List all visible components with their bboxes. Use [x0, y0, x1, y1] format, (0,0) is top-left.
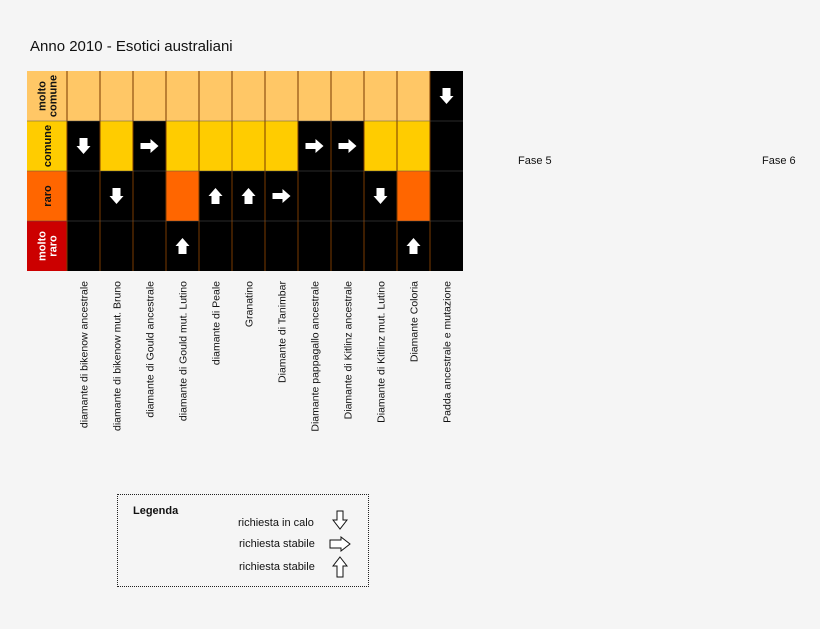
phase-6-label: Fase 6 [762, 155, 796, 167]
arrow-down-icon [439, 88, 454, 104]
data-cell [133, 171, 166, 221]
category-label: diamante di bikenow ancestrale [79, 281, 91, 428]
category-label: Granatino [244, 281, 256, 327]
data-cell [67, 221, 100, 271]
data-cell [331, 171, 364, 221]
data-cell [298, 171, 331, 221]
row-label: moltocomune [37, 75, 60, 117]
data-cell [430, 171, 463, 221]
data-cell [133, 221, 166, 271]
category-label: diamante di bikenow mut. Bruno [112, 281, 124, 431]
svg-text:moltocomune: moltocomune [37, 75, 60, 117]
category-label: Diamante pappagallo ancestrale [310, 281, 322, 432]
category-label: Padda ancestrale e mutazione [442, 281, 454, 423]
arrow-down-icon [332, 510, 348, 530]
arrow-down-icon [373, 188, 388, 204]
row-label-cell [27, 71, 67, 121]
legend-item-down: richiesta in calo [238, 517, 314, 529]
arrow-right-icon [140, 139, 159, 153]
data-cell [100, 221, 133, 271]
category-label: Diamante di Tanimbar [277, 281, 289, 383]
category-label: Diamante Coloria [409, 281, 421, 362]
legend: Legenda richiesta in calo richiesta stab… [117, 494, 369, 587]
legend-label: richiesta in calo [238, 517, 314, 529]
arrow-right-icon [305, 139, 324, 153]
row-label: moltoraro [37, 231, 60, 261]
row-label: raro [42, 185, 54, 207]
data-cell [265, 221, 298, 271]
legend-title: Legenda [133, 505, 179, 517]
row-label-cell [27, 171, 67, 221]
data-cell [430, 121, 463, 171]
arrow-up-icon [332, 556, 348, 578]
category-label: diamante di Peale [211, 281, 223, 365]
category-label: Diamante di Kitlinz mut. Lutino [376, 281, 388, 423]
arrow-down-icon [109, 188, 124, 204]
category-label: diamante di Gould mut. Lutino [178, 281, 190, 421]
data-cell [232, 221, 265, 271]
arrow-up-icon [241, 188, 256, 204]
legend-item-right: richiesta stabile [239, 538, 315, 550]
svg-text:comune: comune [42, 125, 54, 167]
data-cell [364, 221, 397, 271]
arrow-up-icon [208, 188, 223, 204]
highlight-cell [397, 171, 430, 221]
chart-title: Anno 2010 - Esotici australiani [30, 38, 233, 55]
data-cell [430, 221, 463, 271]
data-cell [67, 171, 100, 221]
row-label-cell [27, 221, 67, 271]
arrow-down-icon [76, 138, 91, 154]
highlight-cell [166, 171, 199, 221]
arrow-right-icon [329, 536, 351, 552]
arrow-up-icon [406, 238, 421, 254]
category-label: Diamante di Kitlinz ancestrale [343, 281, 355, 419]
category-label: diamante di Gould ancestrale [145, 281, 157, 418]
legend-item-up: richiesta stabile [239, 561, 315, 573]
row-label-cell [27, 121, 67, 171]
data-cell [298, 221, 331, 271]
svg-text:moltoraro: moltoraro [37, 231, 60, 261]
arrow-right-icon [338, 139, 357, 153]
svg-text:raro: raro [42, 185, 54, 207]
arrow-up-icon [175, 238, 190, 254]
arrow-right-icon [272, 189, 291, 203]
legend-label: richiesta stabile [239, 561, 315, 573]
phase-5-label: Fase 5 [518, 155, 552, 167]
data-cell [199, 221, 232, 271]
row-label: comune [42, 125, 54, 167]
legend-label: richiesta stabile [239, 538, 315, 550]
data-cell [331, 221, 364, 271]
